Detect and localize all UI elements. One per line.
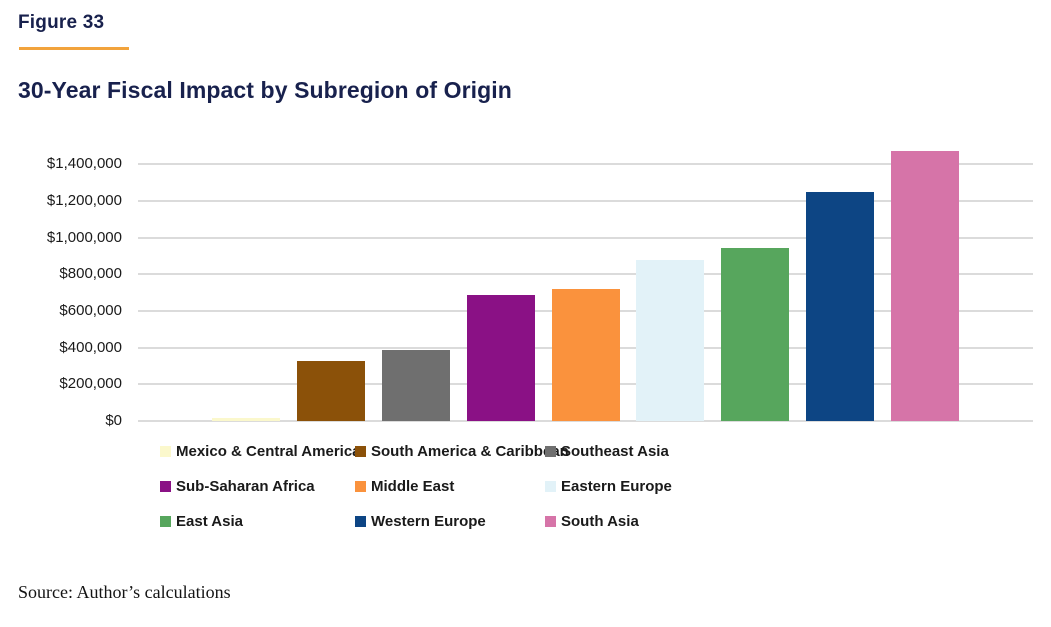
legend-label: Western Europe	[371, 512, 486, 530]
gridline	[138, 163, 1033, 166]
legend-swatch	[160, 480, 171, 492]
gridline	[138, 236, 1033, 239]
gridline	[138, 200, 1033, 202]
figure-label-rule	[19, 47, 129, 50]
bar-sub-saharan-africa	[466, 294, 535, 421]
source-note: Source: Author’s calculations	[18, 582, 231, 602]
gridline	[138, 420, 1033, 422]
bar-southeast-asia	[381, 350, 450, 421]
legend-label: Southeast Asia	[561, 442, 669, 460]
gridline	[138, 273, 1033, 276]
bar-mexico-central-america	[212, 418, 280, 421]
legend-swatch	[355, 480, 366, 492]
legend-item-south-america-caribbean: South America & Caribbean	[355, 442, 569, 460]
legend-swatch	[160, 445, 171, 457]
bar-middle-east	[551, 289, 620, 421]
plot-area	[138, 146, 1033, 422]
legend-item-south-asia: South Asia	[545, 512, 805, 530]
bar-western-europe	[806, 191, 875, 421]
bars	[212, 150, 959, 421]
y-tick-label: $1,400,000	[46, 155, 122, 173]
legend-item-east-asia: East Asia	[160, 512, 355, 530]
legend-item-mexico-central-america: Mexico & Central America	[160, 442, 361, 460]
legend-swatch	[545, 515, 556, 527]
legend-item-middle-east: Middle East	[355, 477, 545, 495]
legend-item-sub-saharan-africa: Sub-Saharan Africa	[160, 477, 355, 495]
chart-title: 30-Year Fiscal Impact by Subregion of Or…	[18, 77, 512, 103]
legend-label: South America & Caribbean	[371, 442, 569, 460]
legend-label: East Asia	[176, 512, 243, 530]
bar-south-america-caribbean	[296, 360, 365, 421]
legend-item-western-europe: Western Europe	[355, 512, 545, 530]
legend-swatch	[160, 515, 171, 527]
legend-swatch	[355, 445, 366, 457]
legend-swatch	[545, 480, 556, 492]
y-tick-label: $1,200,000	[46, 192, 122, 209]
legend-label: Mexico & Central America	[176, 442, 361, 460]
legend-label: South Asia	[561, 512, 639, 530]
legend-label: Sub-Saharan Africa	[176, 477, 315, 495]
bar-east-asia	[721, 247, 790, 421]
bar-south-asia	[891, 150, 959, 421]
legend-label: Eastern Europe	[561, 477, 672, 495]
legend-item-southeast-asia: Southeast Asia	[545, 442, 805, 460]
y-tick-label: $0	[105, 412, 122, 429]
y-axis: $0 $200,000 $400,000 $600,000 $800,000 $1,000…	[0, 146, 126, 429]
figure-label: Figure 33	[18, 12, 105, 33]
bar-eastern-europe	[636, 259, 705, 421]
y-tick-label: $600,000	[59, 302, 122, 319]
y-tick-label: $400,000	[59, 338, 122, 356]
legend-item-eastern-europe: Eastern Europe	[545, 477, 805, 495]
legend-swatch	[545, 445, 556, 457]
legend-label: Middle East	[371, 477, 455, 495]
legend: Mexico & Central America South America & …	[160, 442, 805, 530]
y-tick-label: $1,000,000	[46, 228, 122, 246]
y-tick-label: $800,000	[59, 265, 122, 283]
legend-swatch	[355, 515, 366, 527]
y-tick-label: $200,000	[59, 375, 122, 393]
